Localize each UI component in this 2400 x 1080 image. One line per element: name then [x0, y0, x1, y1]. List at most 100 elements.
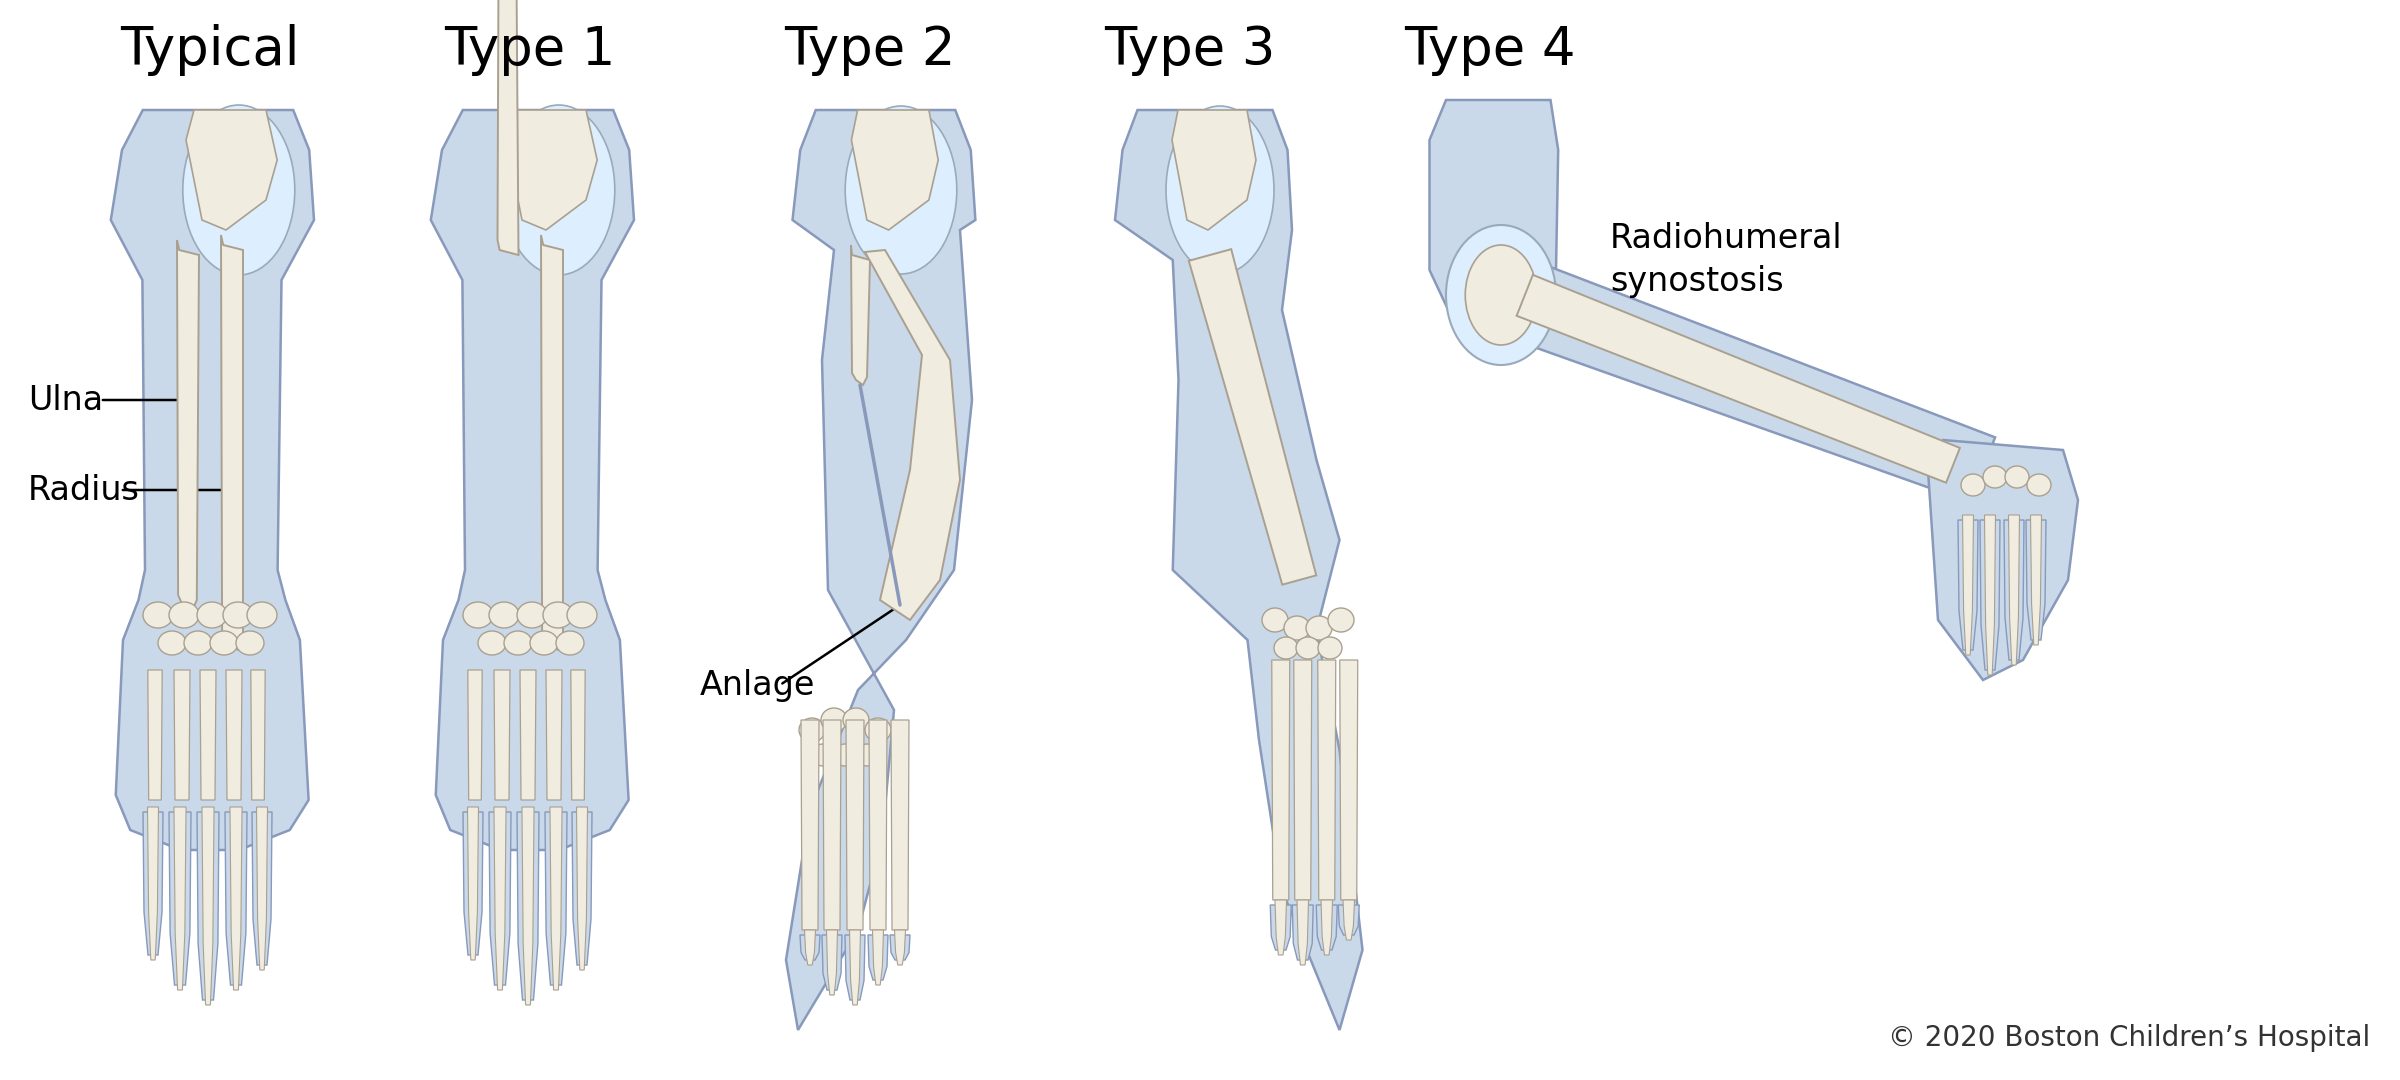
- Polygon shape: [1294, 660, 1313, 900]
- Polygon shape: [869, 720, 888, 930]
- Polygon shape: [432, 110, 634, 850]
- Ellipse shape: [168, 602, 199, 627]
- Text: Type 2: Type 2: [785, 24, 955, 76]
- Polygon shape: [168, 812, 192, 985]
- Polygon shape: [847, 720, 864, 930]
- Ellipse shape: [490, 602, 518, 627]
- Polygon shape: [845, 935, 864, 1000]
- Ellipse shape: [516, 602, 547, 627]
- Polygon shape: [197, 812, 218, 1000]
- Ellipse shape: [1274, 637, 1298, 659]
- Polygon shape: [1318, 660, 1337, 900]
- Polygon shape: [1274, 900, 1286, 955]
- Polygon shape: [187, 110, 278, 230]
- Ellipse shape: [811, 744, 835, 766]
- Polygon shape: [1339, 905, 1358, 935]
- Polygon shape: [804, 930, 816, 966]
- Polygon shape: [1510, 262, 1994, 502]
- Polygon shape: [1296, 900, 1308, 966]
- Ellipse shape: [864, 718, 890, 742]
- Polygon shape: [576, 807, 588, 970]
- Polygon shape: [221, 235, 242, 650]
- Text: Anlage: Anlage: [701, 669, 816, 702]
- Polygon shape: [226, 812, 247, 985]
- Ellipse shape: [1445, 225, 1555, 365]
- Polygon shape: [571, 812, 593, 966]
- Text: Type 1: Type 1: [444, 24, 617, 76]
- Polygon shape: [545, 812, 566, 985]
- Polygon shape: [468, 807, 478, 960]
- Ellipse shape: [1327, 608, 1354, 632]
- Ellipse shape: [542, 602, 574, 627]
- Ellipse shape: [182, 105, 295, 275]
- Polygon shape: [1272, 660, 1289, 900]
- Polygon shape: [826, 930, 838, 995]
- Ellipse shape: [530, 631, 557, 654]
- Polygon shape: [490, 812, 511, 985]
- Polygon shape: [550, 807, 562, 990]
- Polygon shape: [252, 670, 264, 800]
- Polygon shape: [230, 807, 242, 990]
- Polygon shape: [852, 245, 871, 384]
- Ellipse shape: [211, 631, 238, 654]
- Polygon shape: [521, 807, 535, 1005]
- Polygon shape: [257, 807, 266, 970]
- Polygon shape: [110, 110, 314, 850]
- Polygon shape: [1320, 900, 1332, 955]
- Polygon shape: [1339, 660, 1358, 900]
- Polygon shape: [1958, 519, 1978, 650]
- Ellipse shape: [235, 631, 264, 654]
- Ellipse shape: [144, 602, 173, 627]
- Text: Ulna: Ulna: [29, 383, 103, 417]
- Polygon shape: [1188, 249, 1315, 584]
- Polygon shape: [178, 240, 199, 610]
- Polygon shape: [547, 670, 562, 800]
- Ellipse shape: [1262, 608, 1289, 632]
- Ellipse shape: [821, 708, 847, 732]
- Polygon shape: [1315, 905, 1337, 950]
- Ellipse shape: [854, 744, 878, 766]
- Polygon shape: [850, 930, 862, 1005]
- Text: Type 4: Type 4: [1404, 24, 1577, 76]
- Polygon shape: [1963, 515, 1973, 654]
- Ellipse shape: [185, 631, 211, 654]
- Polygon shape: [540, 235, 564, 650]
- Polygon shape: [1927, 440, 2078, 680]
- Polygon shape: [1171, 110, 1255, 230]
- Ellipse shape: [557, 631, 583, 654]
- Ellipse shape: [1982, 465, 2006, 488]
- Polygon shape: [864, 249, 960, 620]
- Polygon shape: [202, 807, 214, 1005]
- Polygon shape: [1980, 519, 1999, 670]
- Polygon shape: [252, 812, 271, 966]
- Polygon shape: [821, 935, 842, 990]
- Polygon shape: [494, 807, 506, 990]
- Polygon shape: [823, 720, 840, 930]
- Ellipse shape: [1318, 637, 1342, 659]
- Polygon shape: [2009, 515, 2018, 665]
- Text: Typical: Typical: [120, 24, 300, 76]
- Polygon shape: [2026, 519, 2045, 640]
- Polygon shape: [521, 670, 535, 800]
- Ellipse shape: [223, 602, 252, 627]
- Ellipse shape: [463, 602, 492, 627]
- Polygon shape: [895, 930, 905, 966]
- Polygon shape: [874, 930, 883, 985]
- Polygon shape: [787, 110, 974, 1030]
- Polygon shape: [799, 935, 821, 960]
- Polygon shape: [890, 935, 910, 960]
- Ellipse shape: [1284, 616, 1310, 640]
- Ellipse shape: [842, 708, 869, 732]
- Polygon shape: [802, 720, 818, 930]
- Ellipse shape: [1166, 106, 1274, 274]
- Text: Radiohumeral
synostosis: Radiohumeral synostosis: [1610, 221, 1843, 298]
- Polygon shape: [869, 935, 888, 980]
- Ellipse shape: [799, 718, 826, 742]
- Ellipse shape: [478, 631, 506, 654]
- Polygon shape: [852, 110, 938, 230]
- Polygon shape: [226, 670, 242, 800]
- Ellipse shape: [833, 744, 857, 766]
- Polygon shape: [516, 812, 540, 1000]
- Polygon shape: [1270, 905, 1291, 950]
- Polygon shape: [1517, 275, 1961, 483]
